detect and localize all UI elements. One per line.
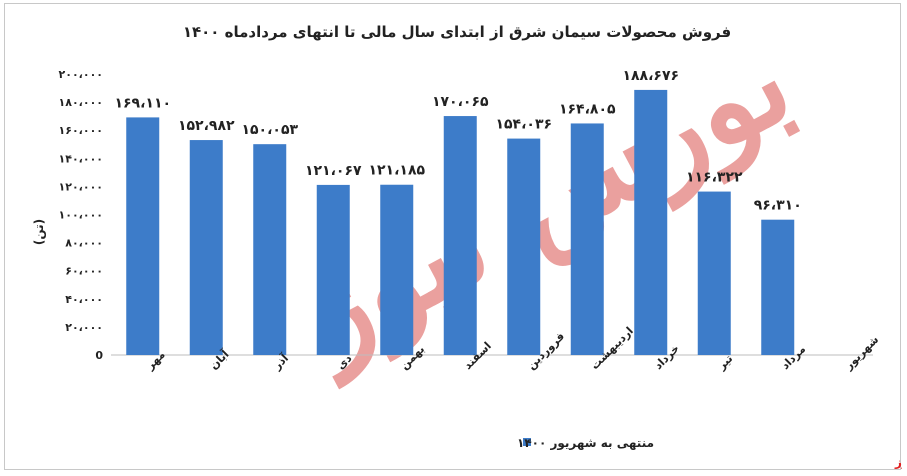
bars <box>126 89 795 355</box>
data-label: ۱۲۱،۰۶۷ <box>305 163 362 179</box>
y-tick-label: ۱۸۰،۰۰۰ <box>59 96 103 109</box>
data-label: ۱۵۴،۰۳۶ <box>495 117 552 133</box>
bar <box>253 144 287 355</box>
y-tick-label: 0 <box>95 349 103 362</box>
legend-entry: منتهی به شهریور ۱۴۰۰ <box>517 436 654 451</box>
bar <box>761 219 795 355</box>
data-label: ۱۶۹،۱۱۰ <box>114 95 171 111</box>
y-tick-label: ۱۴۰،۰۰۰ <box>59 152 103 165</box>
data-label: ۹۶،۳۱۰ <box>754 198 802 214</box>
bar <box>380 184 414 355</box>
x-tick-label: شهریور <box>841 333 881 373</box>
data-label: ۱۵۲،۹۸۲ <box>178 118 235 134</box>
data-label: ۱۶۴،۸۰۵ <box>559 101 616 117</box>
bar <box>634 89 668 355</box>
data-label: ۱۵۰،۰۵۳ <box>241 122 298 138</box>
y-tick-label: ۴۰،۰۰۰ <box>65 293 103 306</box>
bar <box>189 140 223 355</box>
y-tick-label: ۸۰،۰۰۰ <box>65 237 103 250</box>
data-label: ۱۸۸،۶۷۶ <box>622 68 679 84</box>
y-tick-label: ۱۲۰،۰۰۰ <box>59 180 103 193</box>
data-label: ۱۱۶،۳۲۲ <box>686 170 743 186</box>
chart-canvas: بورس نیوز فروش محصولات سیمان شرق از ابتد… <box>32 10 902 470</box>
y-tick-label: ۲۰،۰۰۰ <box>65 321 103 334</box>
watermark-text: بورس نیوز <box>272 10 815 390</box>
bar <box>570 123 604 355</box>
legend: منتهی به شهریور ۱۴۰۰ <box>517 436 654 451</box>
chart-frame: بورس نیوز فروش محصولات سیمان شرق از ابتد… <box>4 3 902 470</box>
y-tick-label: ۶۰،۰۰۰ <box>65 265 103 278</box>
data-label: ۱۲۱،۱۸۵ <box>368 163 425 179</box>
bar <box>507 138 541 355</box>
bar <box>697 191 731 355</box>
bar <box>316 184 350 355</box>
brand-logo-text: بورس نیوز <box>894 455 902 470</box>
legend-swatch <box>523 438 531 446</box>
chart-title: فروش محصولات سیمان شرق از ابتدای سال مال… <box>183 23 731 41</box>
data-label: ۱۷۰،۰۶۵ <box>432 94 489 110</box>
y-axis-label: (تن) <box>32 219 46 245</box>
bar <box>126 117 160 355</box>
bar <box>443 116 477 355</box>
y-tick-label: ۲۰۰،۰۰۰ <box>59 68 103 81</box>
y-tick-label: ۱۰۰،۰۰۰ <box>59 209 103 222</box>
watermark: بورس نیوز <box>272 10 815 390</box>
y-tick-label: ۱۶۰،۰۰۰ <box>59 124 103 137</box>
data-labels: ۱۶۹،۱۱۰ ۱۵۲،۹۸۲ ۱۵۰،۰۵۳ ۱۲۱،۰۶۷ ۱۲۱،۱۸۵ ۱۷۰،۰… <box>114 68 801 214</box>
y-axis-ticks: 0 ۲۰،۰۰۰ ۴۰،۰۰۰ ۶۰،۰۰۰ ۸۰،۰۰۰ ۱۰۰،۰۰۰ ۱۲۰،۰۰۰ ۱… <box>59 68 104 362</box>
